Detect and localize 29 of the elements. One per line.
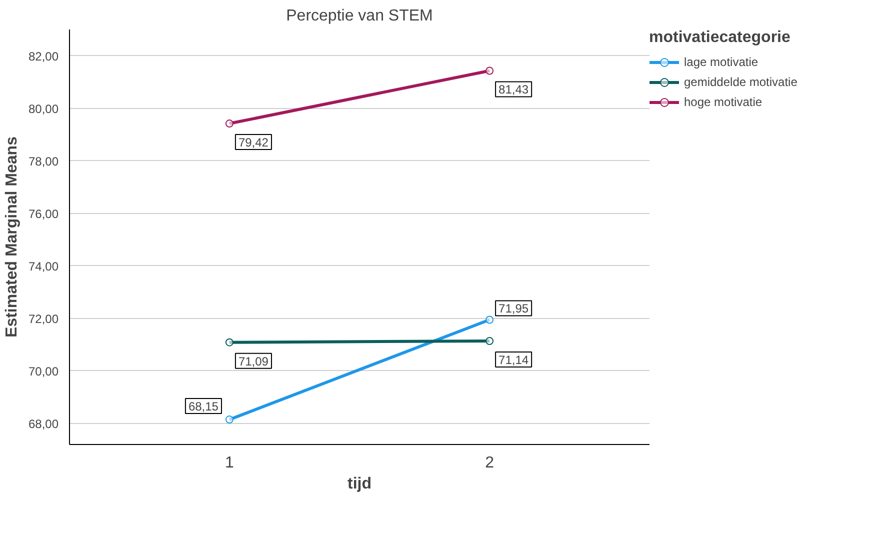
point: [486, 66, 494, 75]
point: [486, 316, 494, 324]
data-label: 68,15: [188, 400, 219, 414]
y-tick-label: 68,00: [28, 416, 59, 431]
data-label: 71,09: [238, 354, 269, 368]
y-tick-label: 70,00: [28, 364, 59, 378]
data-label: 71,14: [498, 353, 529, 368]
y-axis-title: Estimated Marginal Means: [3, 136, 20, 338]
legend-label: lage motivatie: [684, 55, 758, 69]
y-tick-label: 72,00: [28, 312, 59, 326]
legend-label: gemiddelde motivatie: [684, 75, 798, 89]
data-label: 79,42: [238, 136, 269, 150]
y-tick-label: 76,00: [28, 206, 59, 221]
data-label: 71,95: [498, 302, 529, 316]
y-tick-label: 74,00: [28, 259, 59, 274]
legend-label: hoge motivatie: [684, 95, 762, 109]
x-axis-title: tijd: [348, 476, 372, 492]
data-label: 81,43: [498, 82, 529, 97]
x-tick-label: 2: [485, 454, 494, 472]
point: [486, 337, 494, 346]
x-tick-label: 1: [225, 454, 234, 472]
point: [225, 338, 234, 346]
y-tick-label: 80,00: [28, 102, 59, 116]
chart-title: Perceptie van STEM: [286, 8, 433, 24]
y-tick-label: 78,00: [28, 154, 59, 168]
point: [225, 120, 234, 128]
y-tick-label: 82,00: [28, 49, 59, 64]
legend-title: motivatiecategorie: [649, 29, 792, 47]
point: [225, 416, 234, 424]
